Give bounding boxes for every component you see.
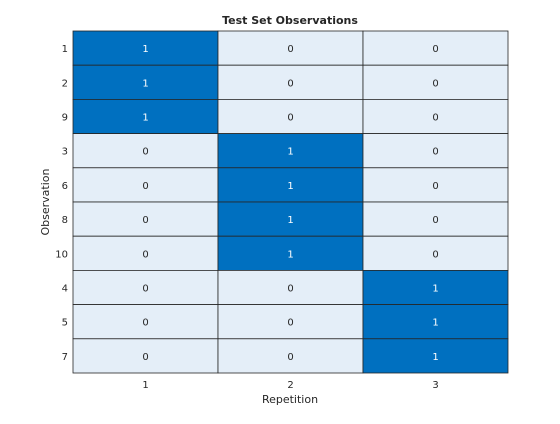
cell-value-label: 1	[432, 284, 438, 295]
x-axis-label: Repetition	[262, 393, 318, 406]
y-tick-label: 4	[62, 284, 68, 295]
y-tick-labels: 1 2 9 3 6 8 10 4 5 7	[55, 44, 68, 363]
heatmap-cells	[72, 30, 509, 374]
y-tick-label: 1	[62, 44, 68, 55]
cell-value-label: 1	[142, 78, 148, 89]
y-axis-label: Observation	[39, 168, 52, 235]
cell-value-label: 0	[142, 284, 148, 295]
x-tick-labels: 1 2 3	[142, 380, 438, 391]
cell-value-label: 1	[142, 113, 148, 124]
y-tick-label: 10	[55, 249, 68, 260]
heatmap-cell	[72, 269, 219, 305]
cell-value-label: 1	[432, 352, 438, 363]
cell-value-labels: 1 0 0 1 0 0 1 0 0 0 1 0 0 1 0 0 1 0 0 1 0 0 0 1 0 0 1 0 0 1	[142, 44, 438, 363]
heatmap-cell	[362, 30, 509, 66]
cell-value-label: 1	[287, 181, 293, 192]
heatmap-cell	[217, 167, 364, 203]
cell-value-label: 1	[287, 215, 293, 226]
cell-value-label: 1	[287, 147, 293, 158]
heatmap-cell	[72, 133, 219, 169]
cell-value-label: 0	[287, 78, 293, 89]
cell-value-label: 0	[432, 215, 438, 226]
heatmap-cell	[72, 64, 219, 100]
heatmap-cell	[362, 304, 509, 340]
y-tick-label: 3	[62, 147, 68, 158]
y-tick-label: 9	[62, 113, 68, 124]
x-tick-label: 1	[142, 380, 148, 391]
cell-value-label: 0	[287, 318, 293, 329]
cell-value-label: 0	[432, 78, 438, 89]
heatmap-cell	[72, 304, 219, 340]
heatmap-cell	[72, 201, 219, 237]
heatmap-cell	[72, 235, 219, 271]
cell-value-label: 0	[287, 44, 293, 55]
y-tick-label: 2	[62, 78, 68, 89]
cell-value-label: 0	[142, 249, 148, 260]
cell-value-label: 0	[432, 113, 438, 124]
cell-value-label: 0	[142, 352, 148, 363]
heatmap-cell	[362, 64, 509, 100]
heatmap-cell	[362, 235, 509, 271]
heatmap-cell	[362, 133, 509, 169]
heatmap-cell	[72, 30, 219, 66]
cell-value-label: 1	[142, 44, 148, 55]
heatmap-cell	[217, 30, 364, 66]
cell-value-label: 0	[142, 318, 148, 329]
cell-value-label: 0	[432, 147, 438, 158]
heatmap-cell	[72, 338, 219, 374]
x-tick-label: 2	[287, 380, 293, 391]
cell-value-label: 0	[287, 113, 293, 124]
cell-value-label: 0	[142, 147, 148, 158]
cell-value-label: 0	[142, 181, 148, 192]
heatmap-cell	[217, 99, 364, 135]
cell-value-label: 0	[432, 181, 438, 192]
x-tick-label: 3	[432, 380, 438, 391]
heatmap-cell	[362, 167, 509, 203]
y-tick-label: 6	[62, 181, 68, 192]
heatmap-cell	[217, 201, 364, 237]
cell-value-label: 0	[287, 284, 293, 295]
cell-value-label: 0	[432, 44, 438, 55]
heatmap-cell	[217, 235, 364, 271]
heatmap-cell	[362, 269, 509, 305]
cell-value-label: 0	[142, 215, 148, 226]
heatmap-cell	[217, 338, 364, 374]
cell-value-label: 1	[432, 318, 438, 329]
cell-value-label: 0	[287, 352, 293, 363]
chart-title: Test Set Observations	[222, 14, 358, 27]
y-tick-label: 8	[62, 215, 68, 226]
y-tick-label: 7	[62, 352, 68, 363]
y-tick-label: 5	[62, 318, 68, 329]
heatmap-cell	[362, 201, 509, 237]
heatmap-cell	[217, 269, 364, 305]
cell-value-label: 1	[287, 249, 293, 260]
cell-value-label: 0	[432, 249, 438, 260]
heatmap-cell	[362, 338, 509, 374]
